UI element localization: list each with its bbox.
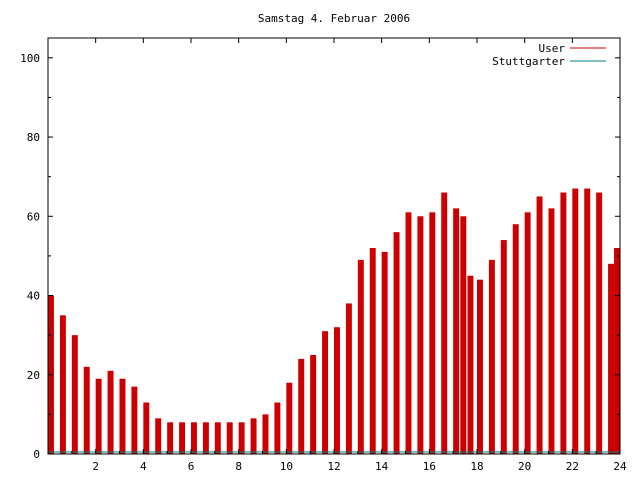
user-bar — [107, 370, 114, 454]
legend: User Stuttgarter — [492, 42, 606, 68]
user-bar — [310, 354, 317, 454]
user-bar — [572, 188, 579, 455]
user-bar — [524, 212, 531, 454]
x-tick-label: 4 — [140, 460, 147, 473]
x-axis: 2 4 6 8 10 12 14 16 18 20 22 24 — [71, 38, 627, 473]
x-tick-label: 22 — [566, 460, 579, 473]
x-tick-label: 6 — [188, 460, 195, 473]
y-tick-label: 100 — [20, 52, 40, 65]
x-tick-label: 20 — [518, 460, 531, 473]
y-axis: 0 20 40 60 80 100 — [20, 52, 620, 461]
user-bar — [250, 418, 257, 454]
user-bar — [298, 358, 305, 454]
x-tick-label: 16 — [423, 460, 436, 473]
x-tick-label: 8 — [235, 460, 242, 473]
user-bar — [608, 263, 615, 454]
user-bar — [417, 216, 424, 454]
user-bar — [83, 366, 90, 454]
y-tick-label: 0 — [33, 448, 40, 461]
user-bar — [214, 422, 221, 454]
user-bar — [441, 192, 448, 454]
user-bar — [131, 386, 138, 454]
user-bar — [357, 259, 364, 454]
user-bar — [429, 212, 436, 454]
user-bar — [286, 382, 293, 454]
y-tick-label: 80 — [27, 131, 40, 144]
user-bar — [179, 422, 186, 454]
user-bar — [191, 422, 197, 454]
x-tick-label: 10 — [280, 460, 293, 473]
user-bar — [467, 275, 474, 454]
user-bar — [381, 251, 388, 454]
user-bar — [95, 378, 102, 454]
user-bar — [512, 224, 519, 454]
user-bar — [322, 331, 329, 454]
user-bar — [202, 422, 209, 454]
user-bar — [405, 212, 412, 454]
x-tick-label: 18 — [470, 460, 483, 473]
user-bar — [274, 402, 281, 454]
x-tick-label: 12 — [327, 460, 340, 473]
user-bar — [143, 402, 150, 454]
user-bar — [334, 327, 340, 454]
y-tick-label: 60 — [27, 210, 40, 223]
x-tick-label: 2 — [92, 460, 99, 473]
user-bar — [167, 422, 174, 454]
user-bar — [488, 259, 495, 454]
x-tick-label: 14 — [375, 460, 389, 473]
user-bar — [238, 422, 245, 454]
user-bar — [369, 247, 376, 454]
user-bar — [119, 378, 126, 454]
legend-label-stuttgarter: Stuttgarter — [492, 55, 565, 68]
y-tick-label: 20 — [27, 369, 40, 382]
user-bar — [584, 188, 591, 455]
user-bar — [560, 192, 567, 454]
user-bar — [453, 208, 460, 454]
user-bars — [48, 188, 620, 455]
user-bar — [71, 335, 78, 454]
user-bar — [477, 279, 483, 454]
user-bar — [262, 414, 269, 454]
legend-label-user: User — [539, 42, 566, 55]
user-bar — [548, 208, 555, 454]
user-bar — [536, 196, 543, 454]
user-bar — [460, 216, 467, 454]
user-bar — [614, 247, 620, 454]
user-bar — [500, 240, 507, 454]
user-bar — [345, 303, 352, 454]
user-bar — [393, 232, 400, 454]
y-tick-label: 40 — [27, 290, 40, 303]
user-bar — [596, 192, 603, 454]
chart-title: Samstag 4. Februar 2006 — [258, 12, 410, 25]
user-bar — [59, 315, 66, 454]
x-tick-label: 24 — [613, 460, 627, 473]
user-bar — [155, 418, 162, 454]
user-bar — [226, 422, 233, 454]
